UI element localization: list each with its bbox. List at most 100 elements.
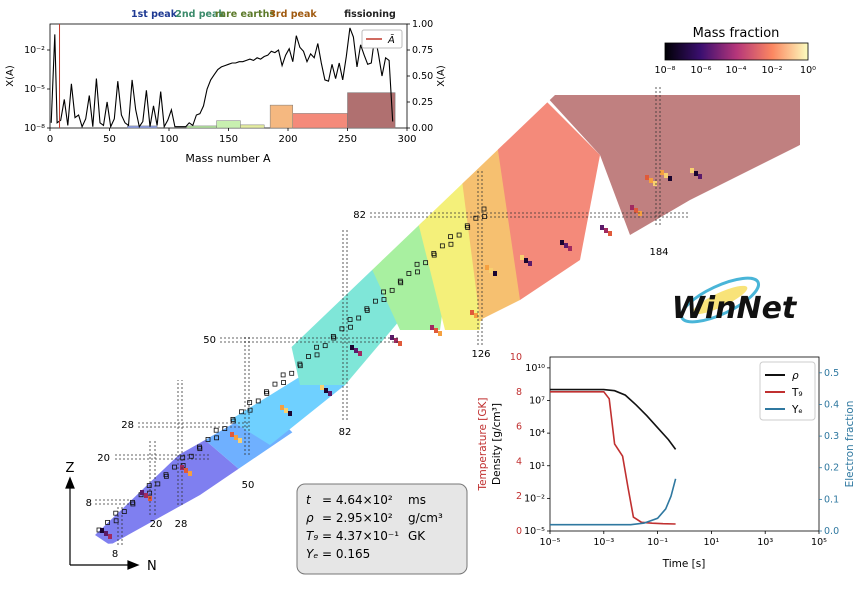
abundance-ylabel: X(A) (5, 65, 16, 87)
stable-isotope-mark (322, 343, 328, 349)
winnet-logo: WinNet (672, 276, 798, 326)
stable-isotope-mark (423, 260, 429, 266)
density-tick-label: 10¹⁰ (525, 363, 545, 374)
abundance-region (269, 104, 294, 129)
info-box (296, 483, 468, 575)
colorbar-tick-0: 10⁻⁸ (655, 65, 676, 76)
r-process-nucleus (600, 225, 604, 230)
stable-isotope-mark (389, 287, 395, 293)
temp-tick-label: 6 (516, 422, 522, 433)
r-process-nucleus (144, 493, 148, 498)
time-tick-label: 10³ (757, 537, 773, 548)
ye-tick-label: 0.4 (824, 399, 839, 410)
r-process-nucleus (528, 261, 532, 266)
stable-isotope-mark (222, 426, 228, 432)
r-process-nucleus (184, 468, 188, 473)
wedge-9 (545, 95, 800, 235)
trajectory-x-ticks: 10⁻⁵ 10⁻³ 10⁻¹ 10¹ 10³ 10⁵ (540, 531, 827, 548)
stable-isotope-mark (448, 241, 454, 247)
r-process-nucleus (478, 316, 482, 321)
time-tick-label: 10⁻¹ (647, 537, 668, 548)
x-tick-label: 100 (159, 134, 178, 145)
ye-tick-label: 0.0 (824, 526, 839, 537)
density-tick-label: 10⁻⁵ (524, 526, 545, 537)
y-right-tick-label: 0.75 (412, 45, 433, 56)
colorbar-tick-2: 10⁻⁴ (726, 65, 747, 76)
temp-tick-label: 2 (516, 491, 522, 502)
trajectory-ylabel-temp: Temperature [GK] (477, 397, 489, 491)
colorbar (664, 42, 809, 61)
stable-isotope-mark (397, 278, 403, 284)
info-t9-sym: T₉ (306, 529, 318, 543)
x-tick-label: 250 (338, 134, 357, 145)
magic-n-20: 20 (150, 519, 163, 530)
magic-n-50: 50 (242, 480, 255, 491)
x-tick-label: 200 (278, 134, 297, 145)
r-process-nucleus (638, 211, 642, 216)
ye-line (550, 478, 677, 526)
stable-isotope-mark (281, 380, 286, 385)
stable-isotope-mark (188, 453, 194, 459)
r-process-nucleus (474, 313, 478, 318)
stable-isotope-mark (448, 234, 453, 240)
info-ye-sym: Yₑ (306, 547, 318, 561)
wedge-1 (95, 440, 240, 545)
stable-isotope-mark (255, 398, 261, 404)
r-process-nucleus (634, 208, 638, 213)
density-tick-label: 10⁷ (529, 396, 545, 407)
r-process-nucleus (104, 531, 108, 536)
time-tick-label: 10⁵ (811, 537, 827, 548)
r-process-nucleus (390, 335, 394, 340)
x-tick-label: 300 (397, 134, 416, 145)
stable-isotope-mark (473, 215, 479, 221)
r-process-nucleus (690, 168, 694, 173)
r-process-nucleus (493, 271, 497, 276)
stable-isotope-mark (356, 315, 362, 321)
legend-rho: ρ (792, 370, 799, 382)
peak-label-3rd: 3rd peak (269, 9, 317, 20)
wedge-4 (290, 265, 400, 385)
r-process-nucleus (664, 173, 668, 178)
stable-isotope-mark (213, 427, 219, 433)
peak-label-2nd: 2nd peak (175, 9, 225, 20)
trajectory-ylabel-right: Electron fraction (844, 401, 856, 488)
r-process-nucleus (470, 310, 474, 315)
r-process-nucleus (358, 351, 362, 356)
y-right-tick-label: 0.25 (412, 97, 433, 108)
stable-isotope-mark (381, 289, 386, 295)
r-process-nucleus (568, 246, 572, 251)
r-process-nucleus (608, 231, 612, 236)
stable-isotope-mark (155, 481, 161, 487)
abundance-legend-label: Ā (387, 33, 395, 46)
temperature-line (550, 390, 676, 525)
stable-isotope-mark (163, 472, 169, 478)
stable-isotope-mark (146, 483, 152, 488)
density-line (550, 388, 677, 450)
stable-isotope-mark (456, 232, 462, 238)
stable-isotope-mark (439, 243, 445, 249)
info-ye-val: = 0.165 (322, 547, 370, 561)
info-t9-unit: GK (408, 529, 426, 543)
y-right-tick-label: 0.00 (412, 123, 433, 134)
stable-isotope-mark (214, 435, 219, 441)
r-process-nucleus (630, 205, 634, 210)
info-t9-val: = 4.37×10⁻¹ (322, 529, 399, 543)
stable-isotope-mark (247, 400, 253, 405)
r-process-nucleus (320, 385, 324, 390)
stable-isotope-mark (464, 223, 470, 229)
stable-isotope-mark (247, 407, 253, 413)
r-process-nucleus (328, 391, 332, 396)
stable-isotope-mark (347, 317, 353, 323)
magic-n-28: 28 (175, 519, 188, 530)
x-tick-label: 0 (47, 134, 53, 145)
nuclide-chart (95, 95, 800, 545)
r-process-nucleus (645, 175, 649, 180)
r-process-nucleus (653, 181, 657, 186)
ye-tick-label: 0.5 (824, 368, 839, 379)
r-process-nucleus (649, 178, 653, 183)
wedge-8 (495, 100, 600, 300)
abundance-x-ticks: 0 50 100 150 200 250 300 (47, 128, 417, 145)
stable-isotope-mark (339, 326, 345, 332)
stable-isotope-mark (230, 416, 236, 422)
